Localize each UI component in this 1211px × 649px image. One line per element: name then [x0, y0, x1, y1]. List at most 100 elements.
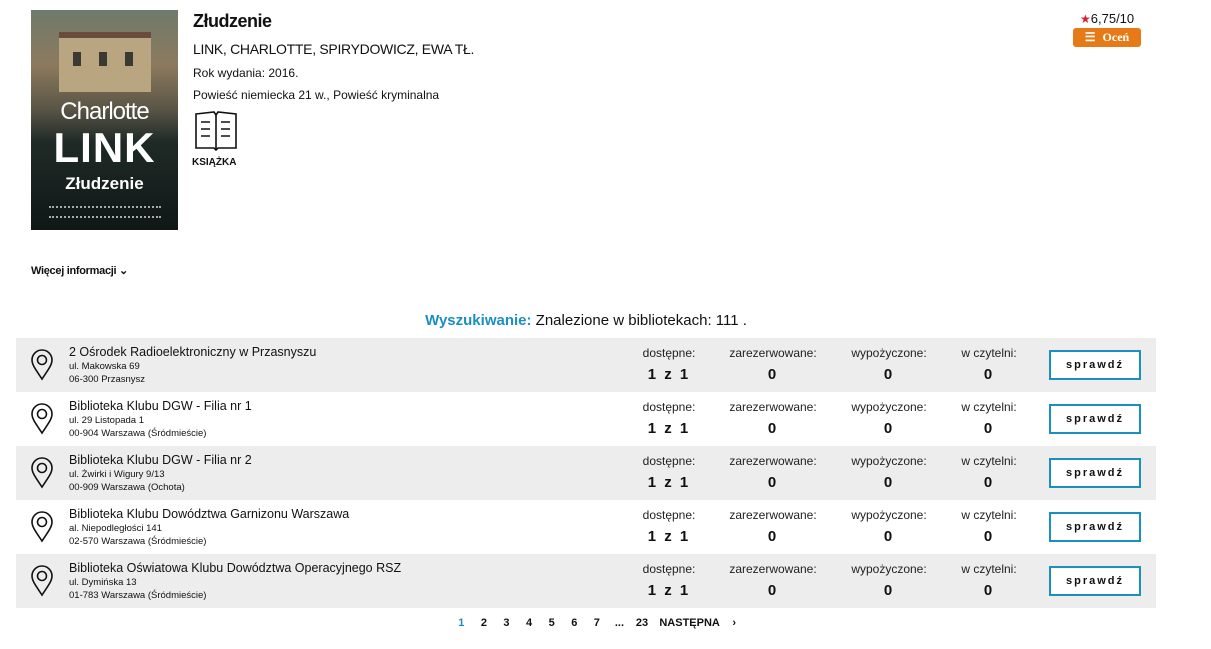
- library-city: 01-783 Warszawa (Śródmieście): [69, 590, 207, 601]
- col-label: w czytelni:: [961, 562, 1017, 576]
- col-reserved: zarezerwowane: 0: [718, 508, 828, 545]
- col-label: dostępne:: [642, 346, 696, 360]
- library-name: Biblioteka Oświatowa Klubu Dowództwa Ope…: [69, 561, 402, 575]
- book-authors: LINK, CHARLOTTE, SPIRYDOWICZ, EWA TŁ.: [193, 41, 475, 57]
- col-value: 0: [883, 366, 895, 383]
- col-label: dostępne:: [642, 400, 696, 414]
- page-2[interactable]: 2: [480, 617, 487, 629]
- library-name: Biblioteka Klubu DGW - Filia nr 2: [69, 453, 252, 467]
- check-button[interactable]: sprawdź: [1049, 512, 1141, 542]
- col-label: w czytelni:: [961, 508, 1017, 522]
- books-stack-icon: ☰: [1084, 30, 1096, 44]
- col-label: wypożyczone:: [851, 562, 927, 576]
- rate-button[interactable]: ☰ Oceń: [1073, 28, 1141, 47]
- library-address: ul. Żwirki i Wigury 9/13 00-909 Warszawa …: [69, 468, 185, 494]
- col-value: 0: [767, 582, 779, 599]
- col-available: dostępne: 1 z 1: [614, 454, 724, 491]
- star-icon: ★: [1080, 12, 1091, 26]
- library-row: Biblioteka Klubu DGW - Filia nr 1 ul. 29…: [16, 392, 1156, 446]
- map-pin-icon: [31, 457, 53, 489]
- library-address: ul. Dymińska 13 01-783 Warszawa (Śródmieś…: [69, 576, 206, 602]
- library-name: Biblioteka Klubu DGW - Filia nr 1: [69, 399, 252, 413]
- cover-house-image: [59, 32, 151, 92]
- col-available: dostępne: 1 z 1: [614, 400, 724, 437]
- cover-author-last: LINK: [53, 124, 156, 171]
- book-year: Rok wydania: 2016.: [193, 66, 299, 80]
- col-value: 0: [883, 582, 895, 599]
- col-available: dostępne: 1 z 1: [614, 346, 724, 383]
- col-reserved: zarezerwowane: 0: [718, 346, 828, 383]
- col-reading-room: w czytelni: 0: [934, 454, 1044, 491]
- col-reading-room: w czytelni: 0: [934, 400, 1044, 437]
- col-value: 1 z 1: [647, 582, 691, 599]
- page-ellipsis: ...: [614, 617, 625, 629]
- col-value: 0: [767, 528, 779, 545]
- map-pin-icon: [31, 565, 53, 597]
- next-page-link[interactable]: NASTĘPNA ›: [659, 617, 745, 629]
- col-label: wypożyczone:: [851, 508, 927, 522]
- col-reading-room: w czytelni: 0: [934, 562, 1044, 599]
- library-address: ul. Makowska 69 06-300 Przasnysz: [69, 360, 145, 386]
- book-cover: Charlotte LINK Złudzenie: [31, 10, 178, 230]
- chevron-down-icon: ⌄: [119, 265, 128, 277]
- col-value: 0: [767, 420, 779, 437]
- book-genre: Powieść niemiecka 21 w., Powieść krymina…: [193, 88, 440, 102]
- col-label: zarezerwowane:: [729, 508, 817, 522]
- library-row: Biblioteka Klubu Dowództwa Garnizonu War…: [16, 500, 1156, 554]
- library-city: 02-570 Warszawa (Śródmieście): [69, 536, 207, 547]
- col-borrowed: wypożyczone: 0: [834, 346, 944, 383]
- col-borrowed: wypożyczone: 0: [834, 562, 944, 599]
- col-value: 0: [767, 366, 779, 383]
- page-1[interactable]: 1: [458, 617, 465, 629]
- page-3[interactable]: 3: [503, 617, 510, 629]
- page-7[interactable]: 7: [593, 617, 600, 629]
- col-label: wypożyczone:: [851, 346, 927, 360]
- col-value: 0: [983, 582, 995, 599]
- library-city: 00-904 Warszawa (Śródmieście): [69, 428, 207, 439]
- library-street: al. Niepodległości 141: [69, 523, 162, 534]
- library-name: 2 Ośrodek Radioelektroniczny w Przasnysz…: [69, 345, 317, 359]
- cover-blurb: [49, 206, 161, 218]
- library-address: al. Niepodległości 141 02-570 Warszawa (Ś…: [69, 522, 206, 548]
- library-street: ul. Dymińska 13: [69, 577, 137, 588]
- search-result-text: Znalezione w bibliotekach: 111 .: [535, 312, 747, 329]
- col-reserved: zarezerwowane: 0: [718, 562, 828, 599]
- col-label: w czytelni:: [961, 454, 1017, 468]
- library-street: ul. Makowska 69: [69, 361, 140, 372]
- col-value: 0: [983, 366, 995, 383]
- library-row: Biblioteka Oświatowa Klubu Dowództwa Ope…: [16, 554, 1156, 608]
- check-button[interactable]: sprawdź: [1049, 566, 1141, 596]
- page-6[interactable]: 6: [571, 617, 578, 629]
- page-4[interactable]: 4: [526, 617, 533, 629]
- pagination: 1 2 3 4 5 6 7... 23 NASTĘPNA ›: [450, 617, 746, 629]
- page-5[interactable]: 5: [548, 617, 555, 629]
- library-address: ul. 29 Listopada 1 00-904 Warszawa (Śródm…: [69, 414, 206, 440]
- col-borrowed: wypożyczone: 0: [834, 454, 944, 491]
- check-button[interactable]: sprawdź: [1049, 350, 1141, 380]
- more-info-toggle[interactable]: Więcej informacji ⌄: [31, 264, 128, 277]
- library-row: 2 Ośrodek Radioelektroniczny w Przasnysz…: [16, 338, 1156, 392]
- map-pin-icon: [31, 511, 53, 543]
- col-borrowed: wypożyczone: 0: [834, 400, 944, 437]
- cover-title: Złudzenie: [65, 174, 144, 193]
- rating: ★6,75/10: [1080, 11, 1134, 26]
- search-summary: Wyszukiwanie: Znalezione w bibliotekach:…: [0, 312, 1172, 329]
- col-label: w czytelni:: [961, 400, 1017, 414]
- check-button[interactable]: sprawdź: [1049, 404, 1141, 434]
- cover-author-first: Charlotte: [60, 98, 149, 125]
- next-label: NASTĘPNA: [659, 617, 720, 629]
- map-pin-icon: [31, 403, 53, 435]
- book-type-label: KSIĄŻKA: [192, 157, 237, 168]
- more-info-label: Więcej informacji: [31, 265, 117, 277]
- col-value: 0: [883, 528, 895, 545]
- col-value: 0: [983, 420, 995, 437]
- page-23[interactable]: 23: [635, 617, 649, 629]
- col-reading-room: w czytelni: 0: [934, 508, 1044, 545]
- library-city: 00-909 Warszawa (Ochota): [69, 482, 185, 493]
- col-reserved: zarezerwowane: 0: [718, 400, 828, 437]
- library-name: Biblioteka Klubu Dowództwa Garnizonu War…: [69, 507, 350, 521]
- col-label: zarezerwowane:: [729, 346, 817, 360]
- check-button[interactable]: sprawdź: [1049, 458, 1141, 488]
- search-label: Wyszukiwanie:: [425, 312, 532, 329]
- col-borrowed: wypożyczone: 0: [834, 508, 944, 545]
